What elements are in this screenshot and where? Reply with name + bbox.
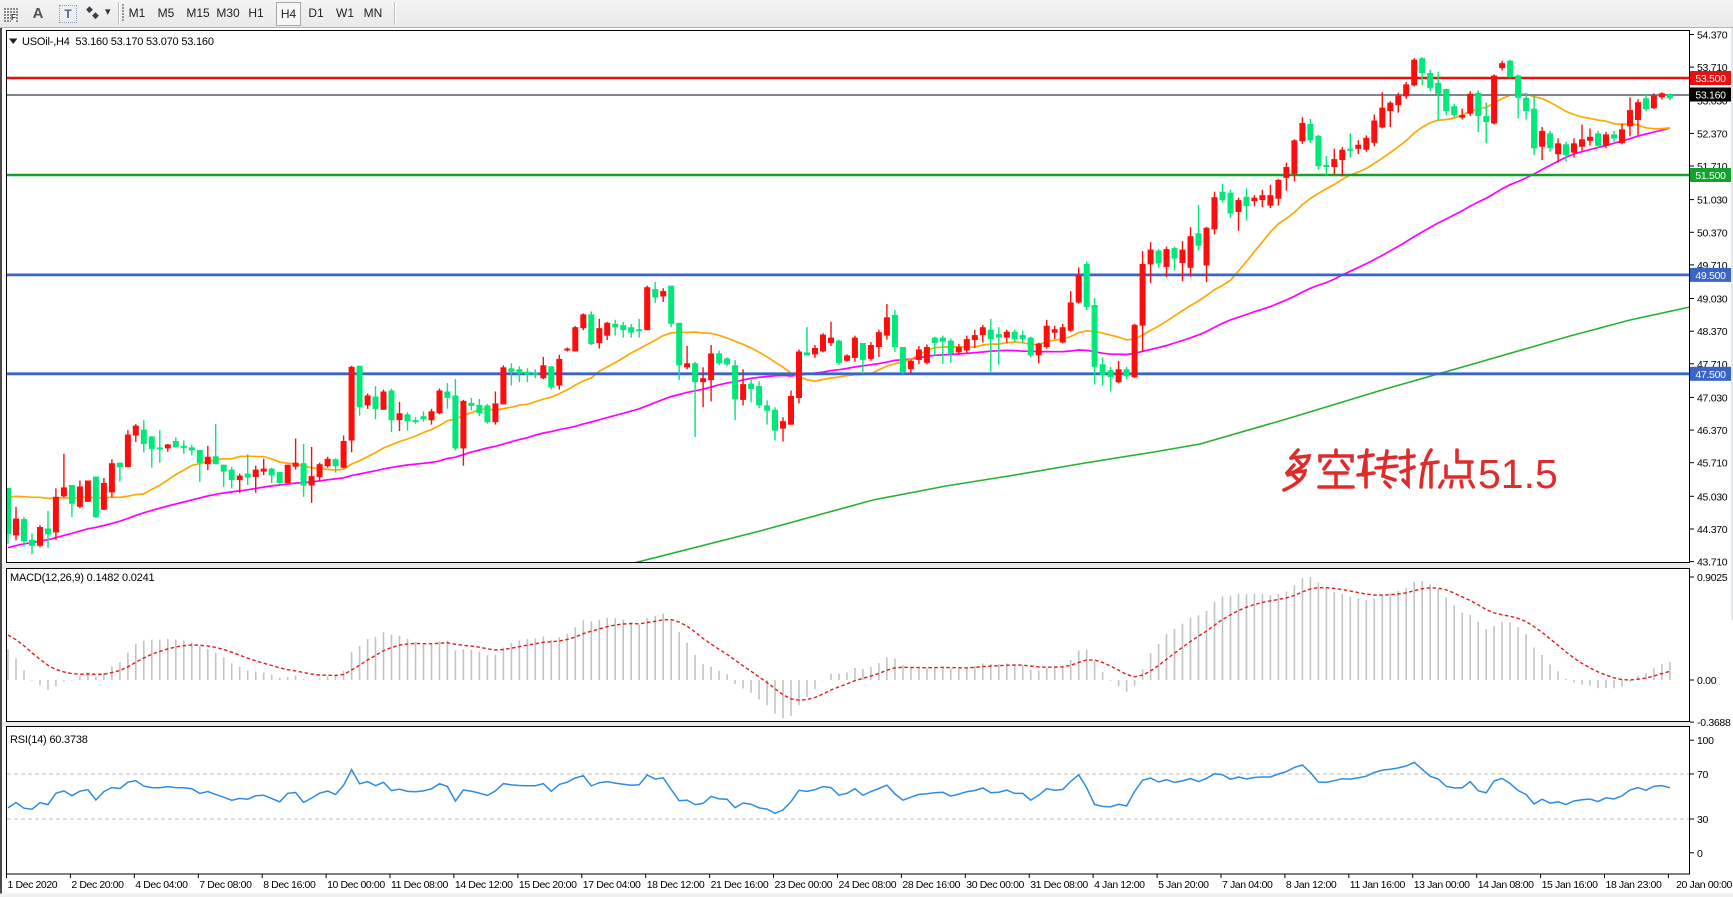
svg-text:48.370: 48.370: [1697, 326, 1728, 338]
svg-text:14 Jan 08:00: 14 Jan 08:00: [1478, 879, 1534, 891]
svg-text:-0.3688: -0.3688: [1697, 717, 1731, 729]
svg-text:7 Dec 08:00: 7 Dec 08:00: [199, 879, 252, 891]
svg-text:5 Jan 20:00: 5 Jan 20:00: [1158, 879, 1209, 891]
svg-text:49.500: 49.500: [1695, 270, 1726, 282]
svg-text:31 Dec 08:00: 31 Dec 08:00: [1030, 879, 1088, 891]
svg-text:USOil-,H4 53.160 53.170 53.07: USOil-,H4 53.160 53.170 53.070 53.160: [22, 36, 214, 48]
svg-text:51.5: 51.5: [1478, 451, 1558, 497]
svg-text:4 Jan 12:00: 4 Jan 12:00: [1094, 879, 1145, 891]
svg-text:54.370: 54.370: [1697, 30, 1728, 42]
svg-text:10 Dec 00:00: 10 Dec 00:00: [327, 879, 385, 891]
svg-text:14 Dec 12:00: 14 Dec 12:00: [455, 879, 513, 891]
svg-text:52.370: 52.370: [1697, 128, 1728, 140]
svg-text:53.500: 53.500: [1695, 73, 1726, 85]
svg-text:45.030: 45.030: [1697, 491, 1728, 503]
svg-text:30: 30: [1697, 814, 1709, 826]
svg-text:23 Dec 00:00: 23 Dec 00:00: [775, 879, 833, 891]
svg-text:30 Dec 00:00: 30 Dec 00:00: [966, 879, 1024, 891]
svg-text:11 Jan 16:00: 11 Jan 16:00: [1350, 879, 1406, 891]
svg-text:28 Dec 16:00: 28 Dec 16:00: [902, 879, 960, 891]
svg-text:RSI(14) 60.3738: RSI(14) 60.3738: [10, 734, 88, 746]
svg-text:8 Dec 16:00: 8 Dec 16:00: [263, 879, 316, 891]
svg-text:13 Jan 00:00: 13 Jan 00:00: [1414, 879, 1470, 891]
svg-text:100: 100: [1697, 735, 1714, 747]
svg-text:11 Dec 08:00: 11 Dec 08:00: [391, 879, 448, 891]
svg-text:24 Dec 08:00: 24 Dec 08:00: [839, 879, 897, 891]
svg-text:18 Jan 23:00: 18 Jan 23:00: [1606, 879, 1662, 891]
svg-text:50.370: 50.370: [1697, 227, 1728, 239]
svg-text:7 Jan 04:00: 7 Jan 04:00: [1222, 879, 1273, 891]
svg-text:45.710: 45.710: [1697, 458, 1728, 470]
svg-text:15 Dec 20:00: 15 Dec 20:00: [519, 879, 577, 891]
svg-text:44.370: 44.370: [1697, 524, 1728, 536]
svg-text:53.160: 53.160: [1695, 90, 1726, 102]
svg-text:1 Dec 2020: 1 Dec 2020: [8, 879, 58, 891]
svg-text:43.710: 43.710: [1697, 557, 1728, 569]
svg-text:70: 70: [1697, 769, 1709, 781]
svg-text:15 Jan 16:00: 15 Jan 16:00: [1542, 879, 1598, 891]
svg-text:8 Jan 12:00: 8 Jan 12:00: [1286, 879, 1337, 891]
svg-text:51.500: 51.500: [1695, 170, 1726, 182]
svg-text:49.030: 49.030: [1697, 294, 1728, 306]
svg-text:0.00: 0.00: [1697, 675, 1717, 687]
svg-text:4 Dec 04:00: 4 Dec 04:00: [135, 879, 188, 891]
svg-text:18 Dec 12:00: 18 Dec 12:00: [647, 879, 705, 891]
svg-text:0.9025: 0.9025: [1697, 572, 1728, 584]
svg-text:46.370: 46.370: [1697, 425, 1728, 437]
svg-text:17 Dec 04:00: 17 Dec 04:00: [583, 879, 641, 891]
svg-text:0: 0: [1697, 848, 1703, 860]
svg-text:47.500: 47.500: [1695, 369, 1726, 381]
svg-text:47.030: 47.030: [1697, 392, 1728, 404]
svg-text:2 Dec 20:00: 2 Dec 20:00: [71, 879, 124, 891]
svg-text:21 Dec 16:00: 21 Dec 16:00: [711, 879, 769, 891]
svg-text:20 Jan 00:00: 20 Jan 00:00: [1676, 879, 1732, 891]
svg-text:MACD(12,26,9) 0.1482 0.0241: MACD(12,26,9) 0.1482 0.0241: [10, 572, 154, 584]
svg-text:51.030: 51.030: [1697, 195, 1728, 207]
